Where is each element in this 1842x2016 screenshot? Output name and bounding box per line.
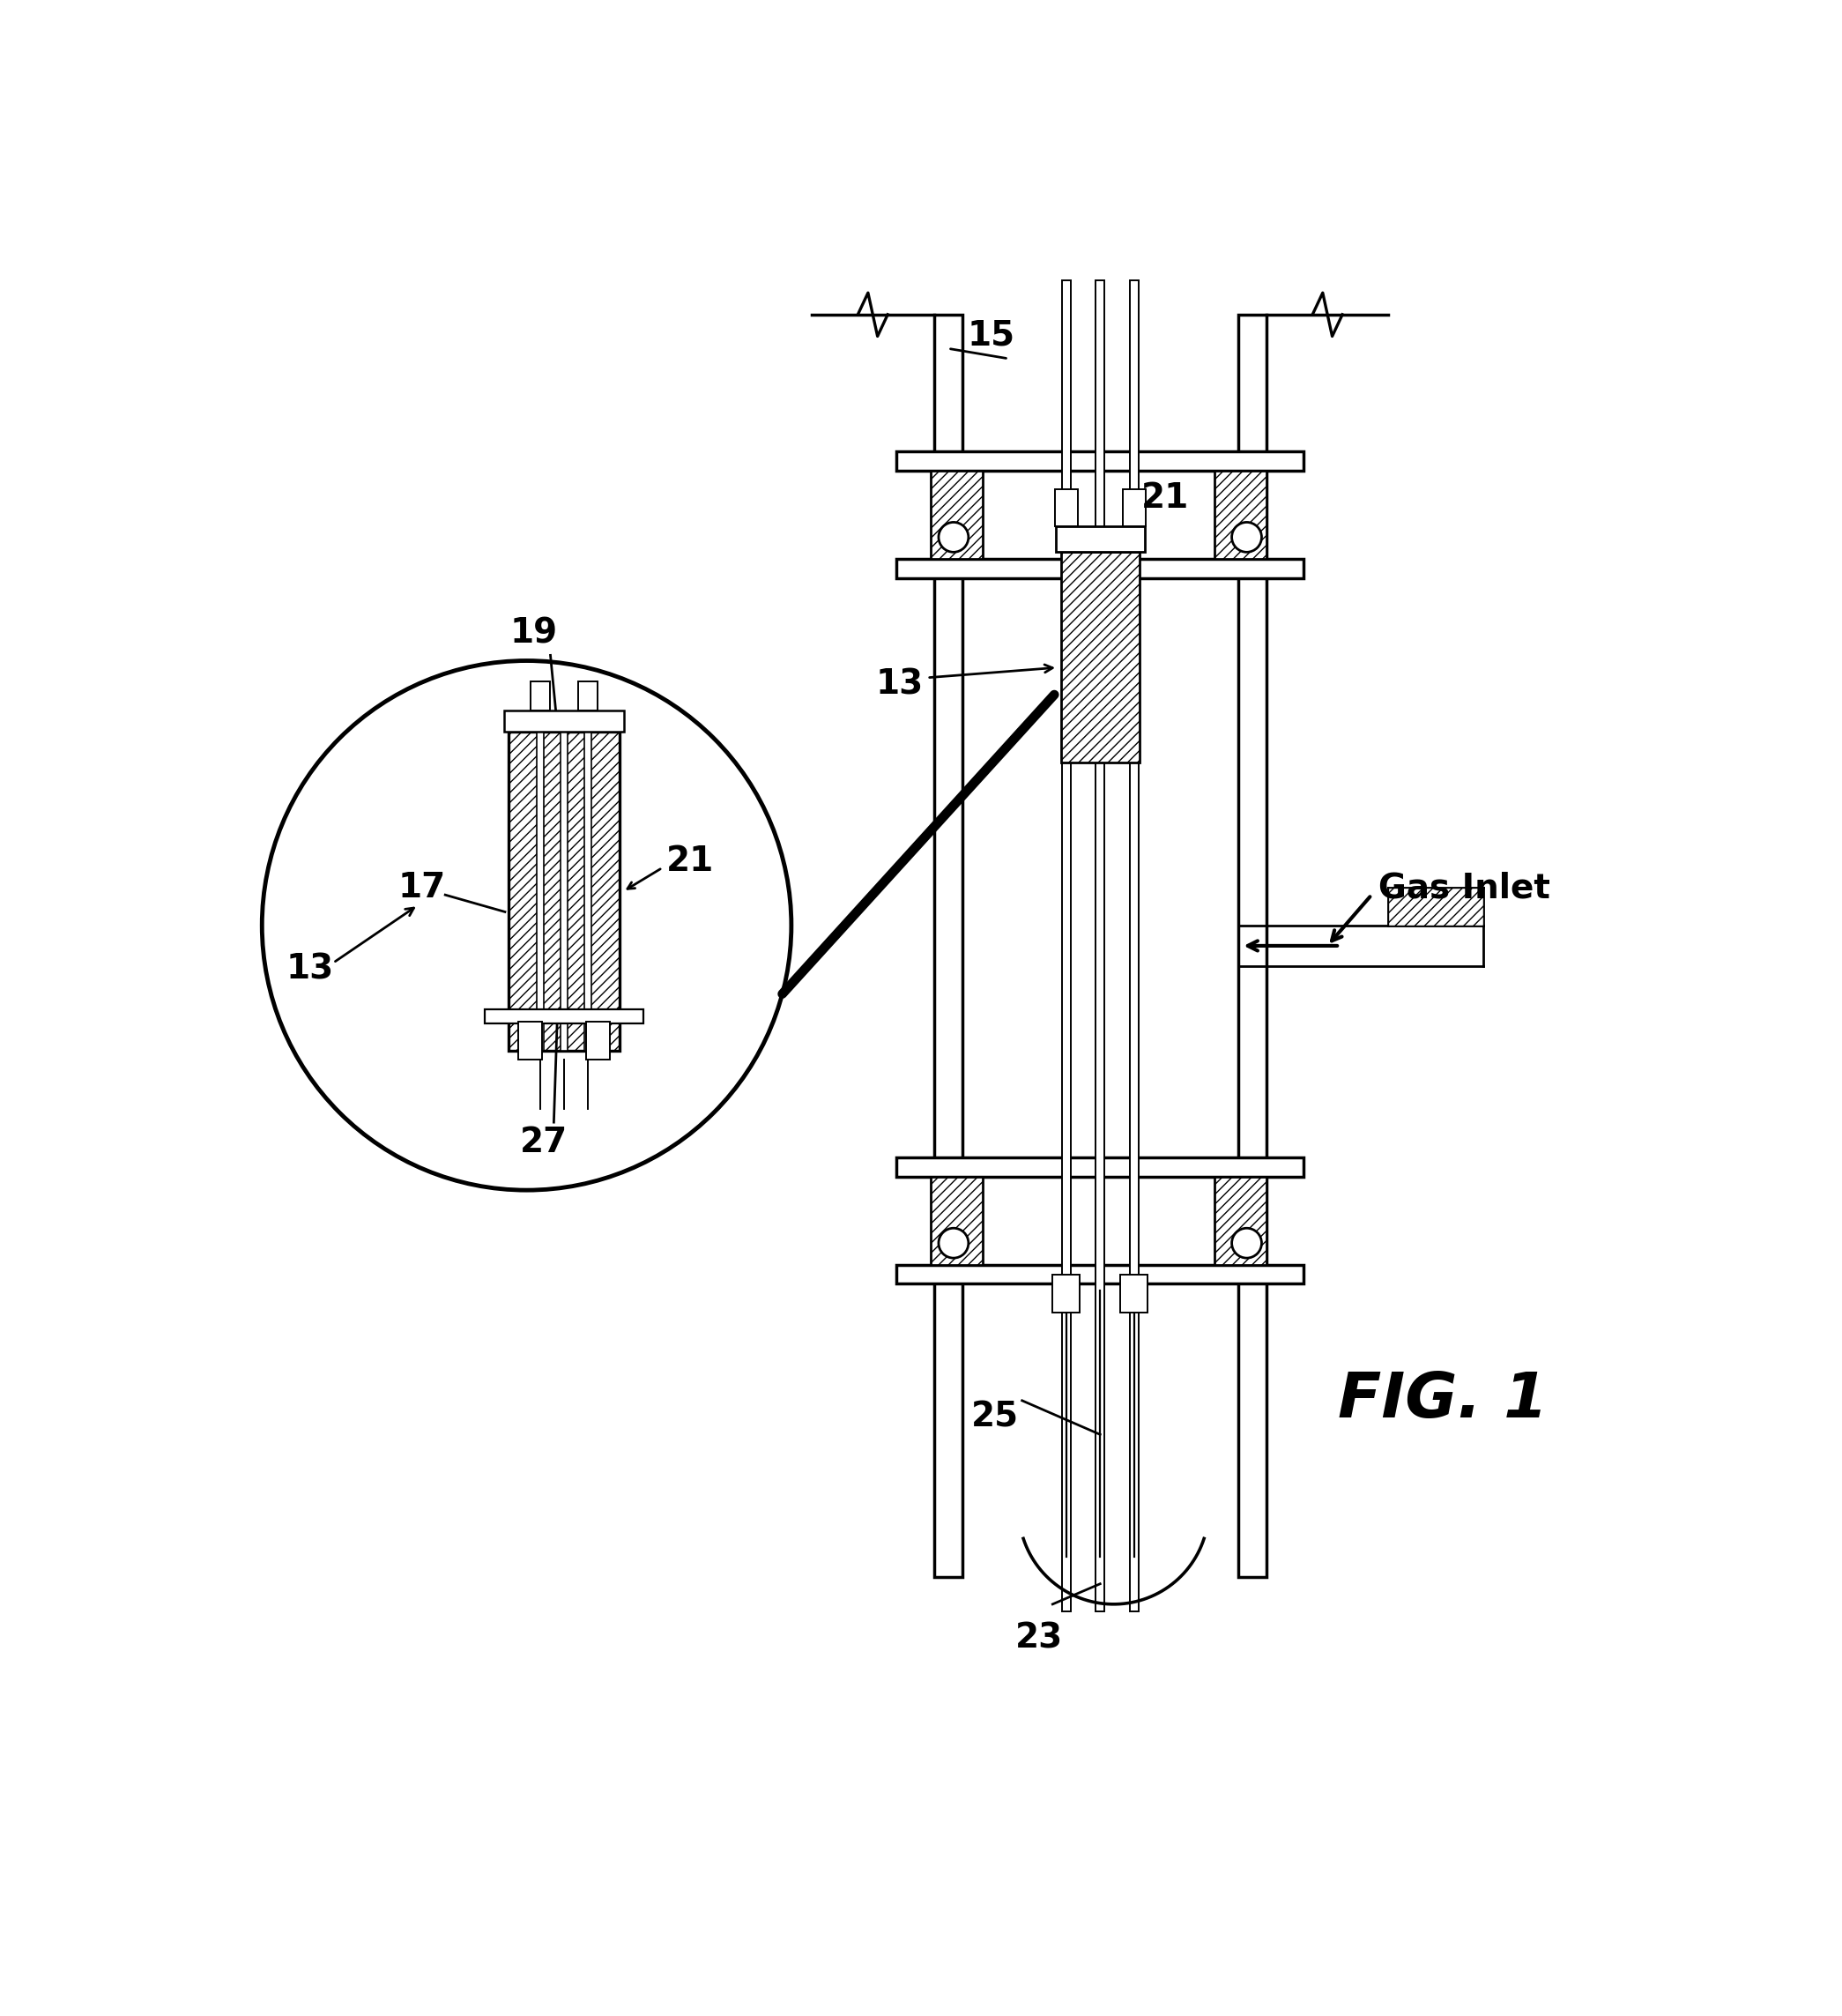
Bar <box>1214 1177 1265 1264</box>
Text: 19: 19 <box>510 617 558 651</box>
Circle shape <box>1232 1228 1262 1258</box>
Bar <box>1055 490 1078 526</box>
Bar <box>897 452 1304 470</box>
Bar <box>1120 1274 1148 1312</box>
Bar <box>584 732 591 1050</box>
Circle shape <box>939 1228 969 1258</box>
Bar <box>508 732 619 1050</box>
Bar <box>1238 314 1265 1577</box>
Bar <box>560 732 567 1050</box>
Text: 13: 13 <box>875 667 923 702</box>
Text: FIG. 1: FIG. 1 <box>1337 1371 1547 1431</box>
Bar <box>578 681 597 710</box>
Circle shape <box>1232 522 1262 552</box>
Bar <box>1122 490 1146 526</box>
Bar <box>518 1022 542 1058</box>
Text: 25: 25 <box>971 1401 1019 1433</box>
Bar <box>586 1022 610 1058</box>
Text: 17: 17 <box>398 871 446 905</box>
Bar <box>897 1264 1304 1284</box>
Bar <box>1061 280 1070 1611</box>
Bar <box>1055 526 1144 552</box>
Bar <box>897 1157 1304 1177</box>
Bar <box>1389 889 1483 925</box>
Text: 21: 21 <box>665 845 713 877</box>
Bar <box>897 558 1304 579</box>
Bar <box>930 470 984 558</box>
Bar <box>934 314 962 1577</box>
Circle shape <box>939 522 969 552</box>
Text: 15: 15 <box>967 319 1015 353</box>
Bar <box>930 1177 984 1264</box>
Bar <box>538 732 543 1050</box>
Text: Gas Inlet: Gas Inlet <box>1378 871 1551 905</box>
Text: 13: 13 <box>286 954 333 986</box>
Bar <box>1129 280 1138 1611</box>
Bar <box>1061 552 1138 762</box>
Bar <box>1096 280 1105 1611</box>
Text: 21: 21 <box>1140 482 1188 514</box>
Bar <box>1052 1274 1079 1312</box>
Bar <box>1214 470 1265 558</box>
Bar <box>505 710 624 732</box>
Bar <box>530 681 549 710</box>
Text: 27: 27 <box>519 1125 567 1159</box>
Bar <box>484 1008 643 1024</box>
Text: 23: 23 <box>1015 1621 1063 1655</box>
